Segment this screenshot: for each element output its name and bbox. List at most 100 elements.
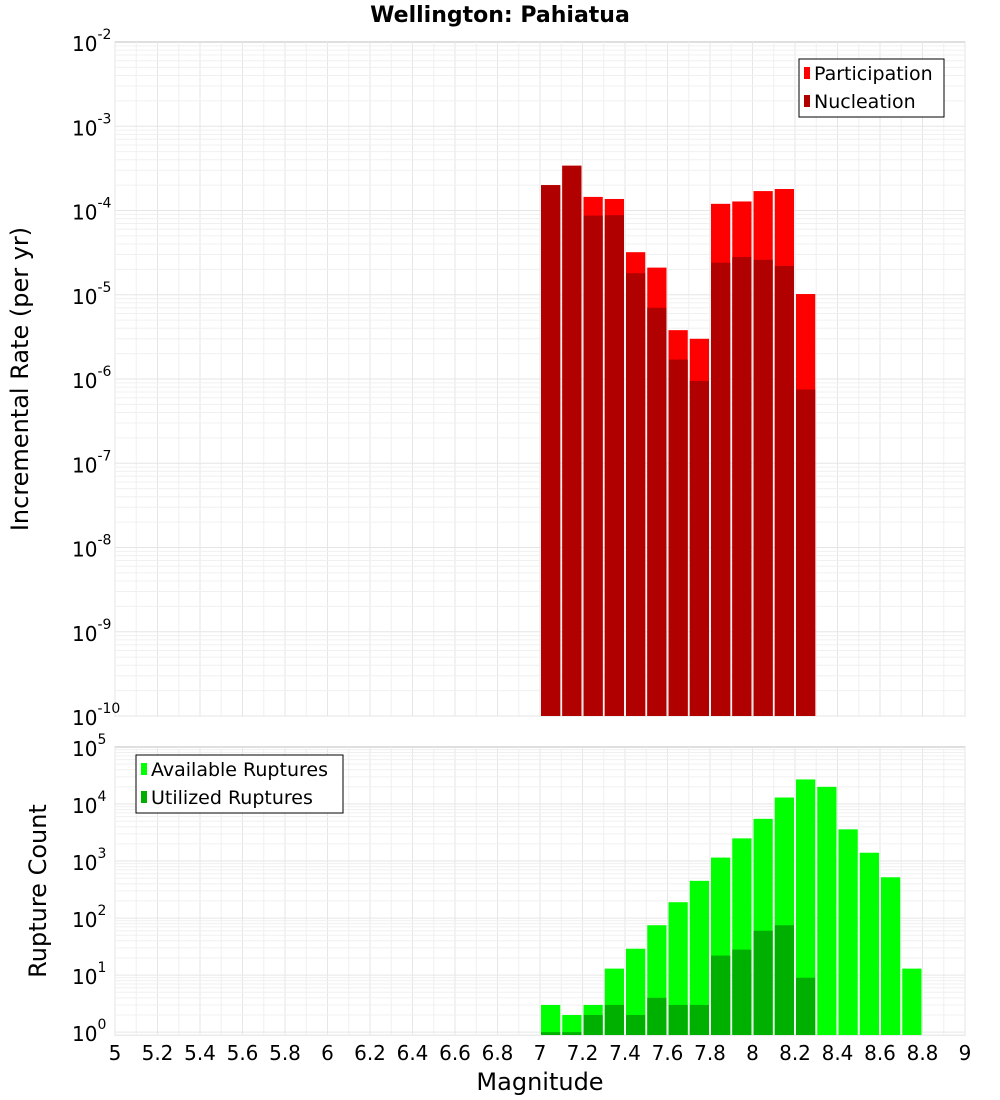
count-legend-label: Available Ruptures <box>151 759 328 781</box>
count-y-tick-exponent: 1 <box>97 960 106 976</box>
count-bar-1-7 <box>689 1004 709 1035</box>
count-bar-1-1 <box>562 1032 582 1035</box>
count-bar-1-6 <box>668 1004 688 1035</box>
count-bar-1-8 <box>711 955 731 1035</box>
rate-y-tick-exponent: -5 <box>97 280 111 296</box>
x-tick-label: 5.6 <box>227 1041 259 1065</box>
rate-bar-1-8 <box>711 262 731 716</box>
count-bar-1-0 <box>541 1032 561 1035</box>
rate-legend-swatch <box>804 67 810 79</box>
x-tick-label: 8.4 <box>822 1041 854 1065</box>
count-grid <box>114 747 966 1036</box>
count-legend: Available Ruptures Utilized Ruptures <box>135 754 344 814</box>
x-tick-label: 7.2 <box>567 1041 599 1065</box>
rate-y-tick-exponent: -6 <box>97 364 111 380</box>
x-tick-label: 5.8 <box>269 1041 301 1065</box>
x-tick-label: 5.2 <box>142 1041 174 1065</box>
rate-legend-label: Nucleation <box>814 91 916 113</box>
rate-series-1 <box>541 165 816 716</box>
count-bar-1-4 <box>626 1014 646 1035</box>
x-tick-label: 6.8 <box>482 1041 514 1065</box>
rate-bar-1-11 <box>774 265 794 716</box>
rate-bar-1-1 <box>562 165 582 716</box>
x-axis: 5 5.2 5.4 5.6 5.8 6 6.2 6.4 6.6 6.8 7 7.2 7.4 7.6 7.8 8… <box>109 1041 972 1065</box>
count-bar-1-11 <box>774 925 794 1035</box>
rate-legend-label: Participation <box>814 63 933 85</box>
rate-y-tick-exponent: -2 <box>97 27 111 43</box>
count-legend-box <box>135 754 344 814</box>
rate-y-tick-label: 10-4 <box>72 196 112 225</box>
x-tick-label: 6.4 <box>397 1041 429 1065</box>
x-tick-label: 9 <box>959 1041 972 1065</box>
rate-y-tick-label: 10-5 <box>72 280 111 309</box>
count-bar-0-17 <box>902 968 922 1035</box>
count-y-tick-exponent: 4 <box>97 789 106 805</box>
x-tick-label: 6.6 <box>439 1041 471 1065</box>
rate-y-tick-exponent: -8 <box>97 533 111 549</box>
count-bar-1-10 <box>753 930 773 1035</box>
rate-bar-1-12 <box>796 389 816 716</box>
rate-y-tick-label: 10-9 <box>72 617 111 646</box>
count-bar-0-13 <box>817 786 837 1035</box>
count-legend-swatch <box>141 791 147 803</box>
rate-bar-1-9 <box>732 257 752 716</box>
rate-y-tick-exponent: -9 <box>97 617 111 633</box>
x-tick-label: 6.2 <box>354 1041 386 1065</box>
rate-y-tick-label: 10-2 <box>72 27 111 56</box>
count-bar-1-2 <box>583 1014 603 1035</box>
count-bar-1-9 <box>732 949 752 1035</box>
rate-bar-1-2 <box>583 215 603 716</box>
count-legend-label: Utilized Ruptures <box>151 787 313 809</box>
rate-y-tick-label: 10-6 <box>72 364 112 393</box>
rate-panel: 10-10 10-9 10-8 10-7 10-6 10-5 10-4 10-3 10-2 Inc… <box>6 27 966 730</box>
count-bar-0-16 <box>881 877 901 1035</box>
x-tick-label: 5 <box>109 1041 122 1065</box>
count-bar-0-14 <box>838 829 858 1035</box>
rate-y-tick-exponent: -10 <box>97 701 120 717</box>
count-legend-swatch <box>141 763 147 775</box>
rate-y-tick-exponent: -3 <box>97 111 111 127</box>
count-bar-0-1 <box>562 1014 582 1035</box>
x-tick-label: 7 <box>534 1041 547 1065</box>
rate-y-ticks: 10-10 10-9 10-8 10-7 10-6 10-5 10-4 10-3 10-2 <box>72 27 120 730</box>
x-tick-label: 7.4 <box>609 1041 641 1065</box>
count-bar-1-12 <box>796 977 816 1035</box>
count-bar-0-7 <box>689 880 709 1035</box>
count-bar-1-3 <box>604 1004 624 1035</box>
count-y-tick-exponent: 5 <box>97 732 106 748</box>
x-tick-label: 8.8 <box>907 1041 939 1065</box>
count-y-tick-label: 103 <box>72 846 106 875</box>
rate-y-tick-label: 10-7 <box>72 448 111 477</box>
rate-y-axis-title: Incremental Rate (per yr) <box>6 227 34 531</box>
chart-title: Wellington: Pahiatua <box>370 3 630 28</box>
rate-legend-box <box>798 58 945 118</box>
rate-legend-swatch <box>804 95 810 107</box>
rate-bar-1-7 <box>689 380 709 716</box>
rate-bar-1-10 <box>753 259 773 716</box>
count-y-tick-label: 102 <box>72 903 106 932</box>
x-tick-label: 7.6 <box>652 1041 684 1065</box>
x-tick-label: 8.2 <box>779 1041 811 1065</box>
count-y-tick-label: 104 <box>72 789 106 818</box>
x-tick-label: 8.6 <box>864 1041 896 1065</box>
x-tick-label: 8 <box>746 1041 759 1065</box>
count-bar-0-4 <box>626 948 646 1035</box>
count-bar-0-12 <box>796 779 816 1035</box>
rate-y-tick-label: 10-3 <box>72 111 111 140</box>
count-bar-1-5 <box>647 997 667 1035</box>
count-y-axis-title: Rupture Count <box>24 804 52 978</box>
x-tick-label: 6 <box>321 1041 334 1065</box>
x-tick-label: 7.8 <box>694 1041 726 1065</box>
rate-bar-1-4 <box>626 273 646 716</box>
count-bar-0-0 <box>541 1004 561 1035</box>
x-tick-label: 5.4 <box>184 1041 216 1065</box>
rate-legend: Participation Nucleation <box>798 58 945 118</box>
count-y-tick-exponent: 0 <box>97 1017 106 1033</box>
rate-bar-1-6 <box>668 359 688 716</box>
count-y-tick-exponent: 3 <box>97 846 106 862</box>
rate-y-tick-exponent: -4 <box>97 196 111 212</box>
count-bar-0-6 <box>668 902 688 1035</box>
rate-y-tick-exponent: -7 <box>97 448 111 464</box>
